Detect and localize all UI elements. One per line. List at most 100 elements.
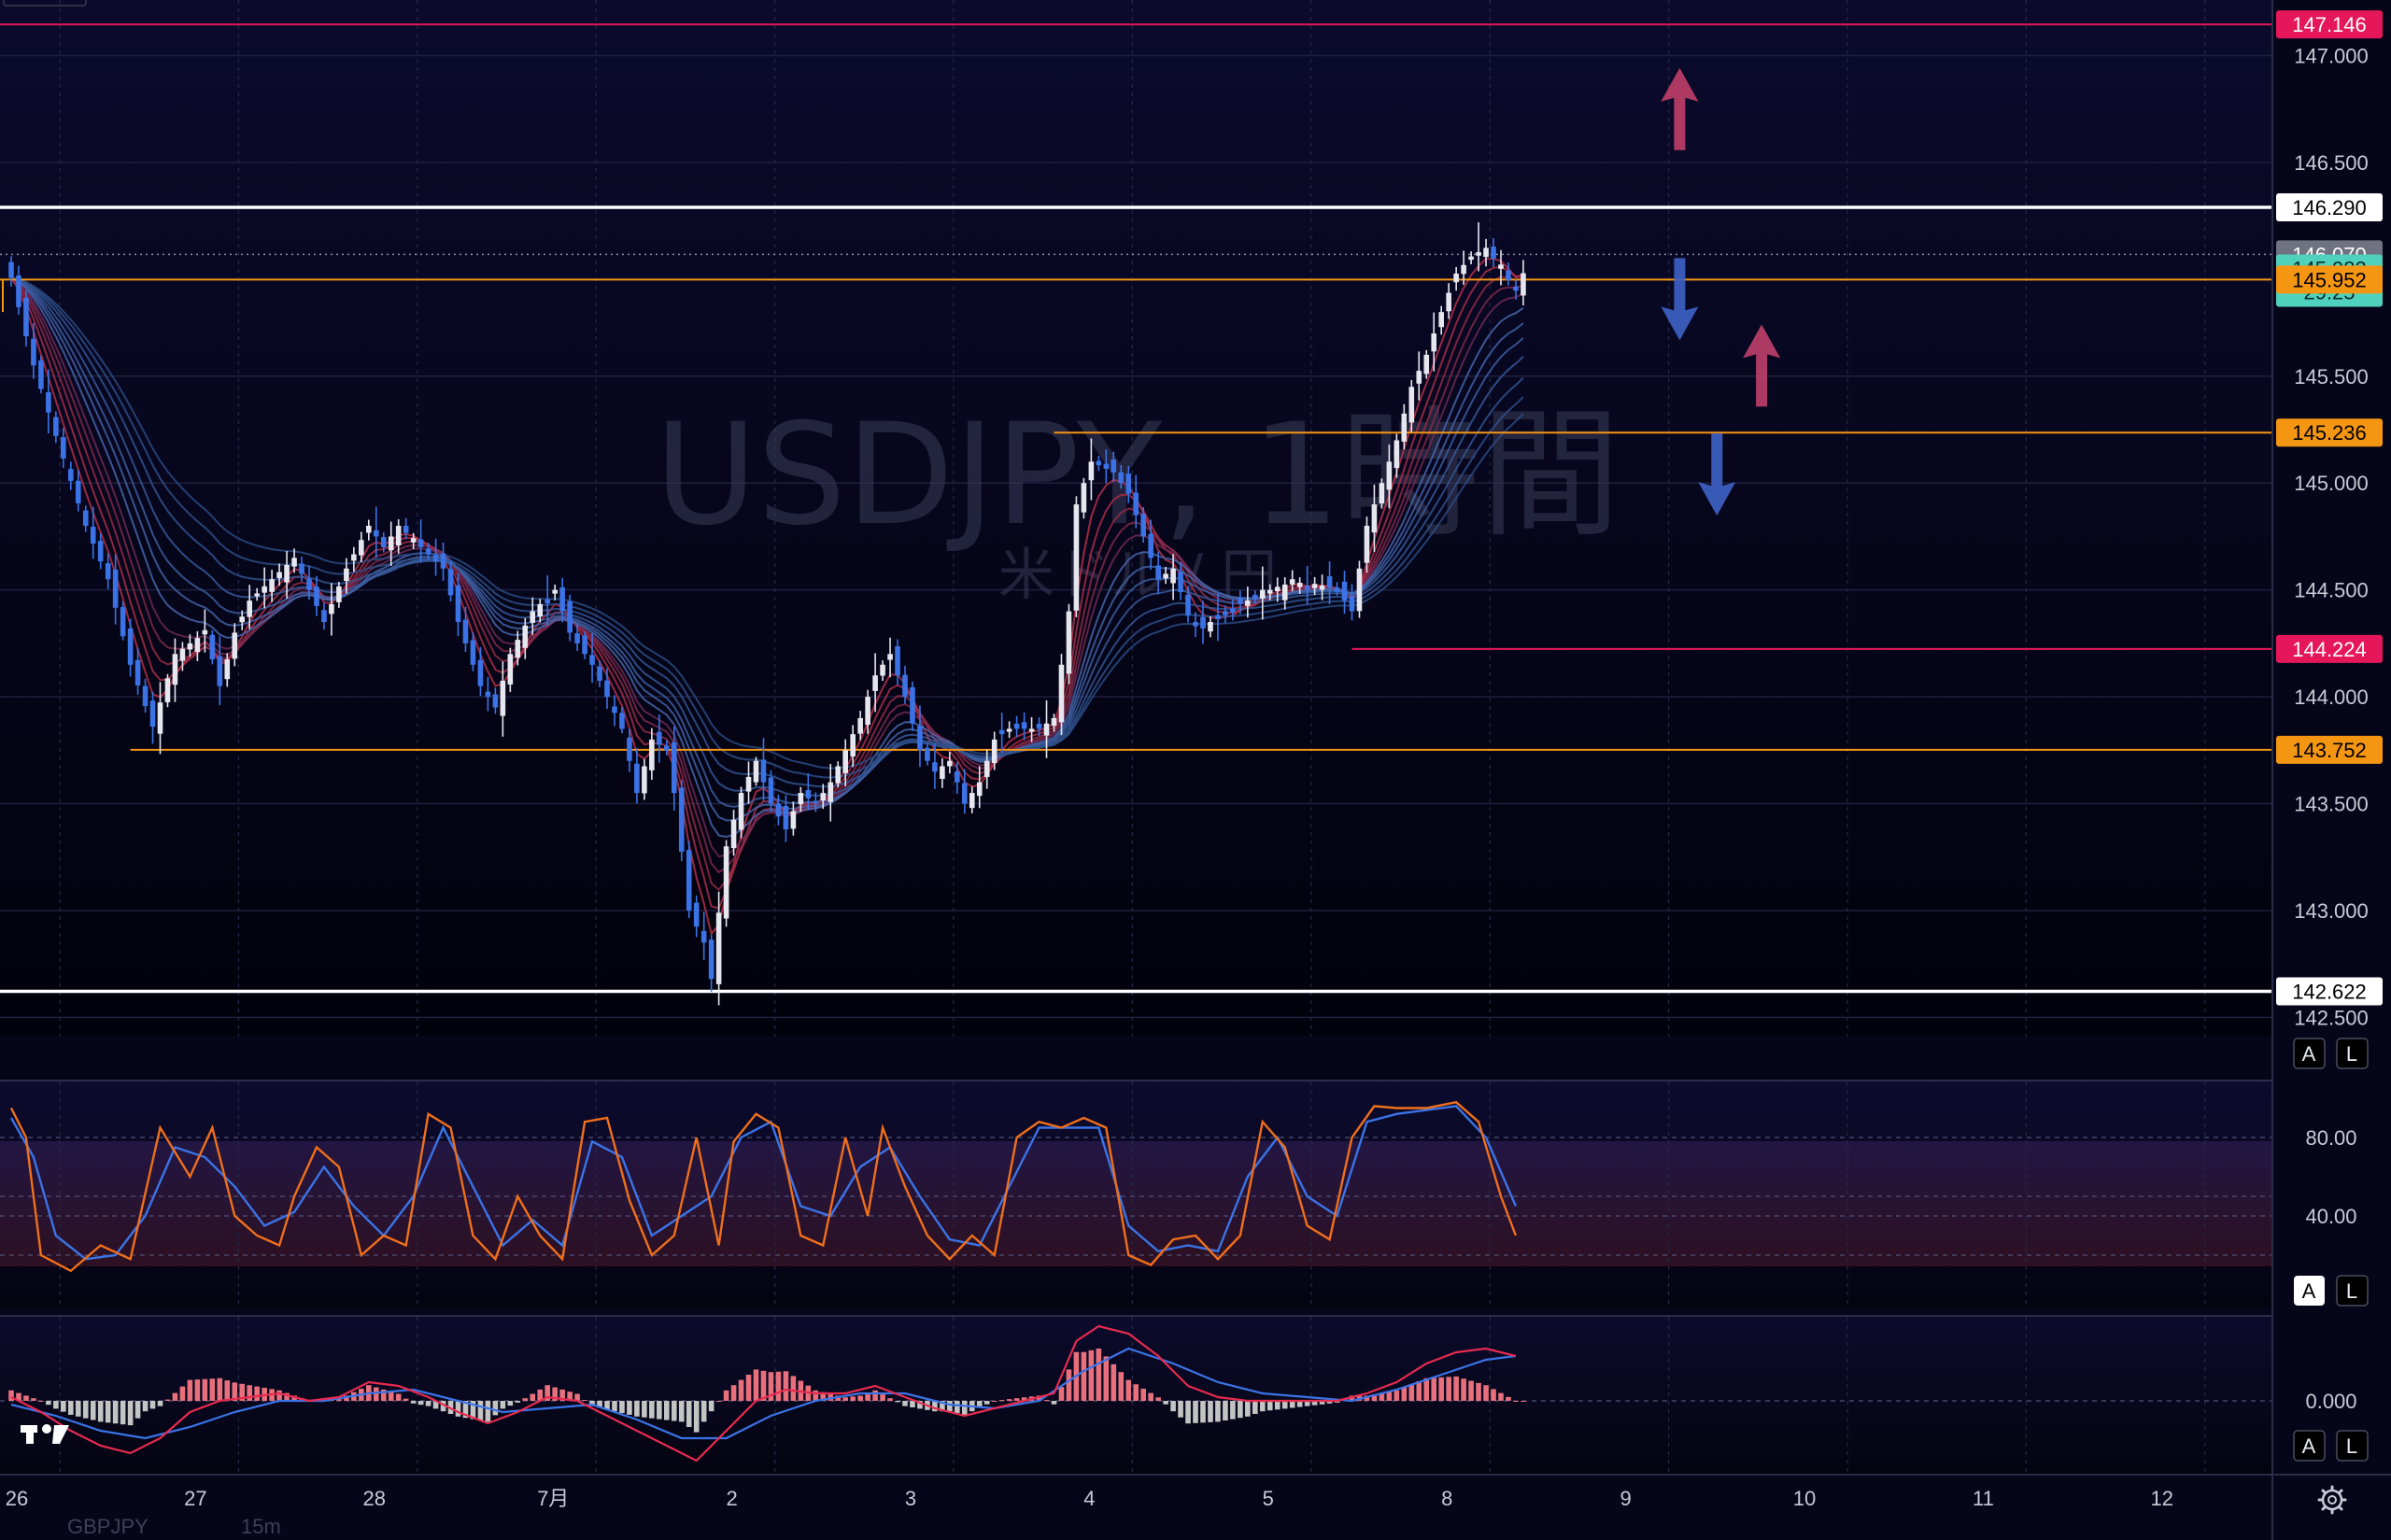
- candle-body[interactable]: [1371, 504, 1378, 533]
- candle-body[interactable]: [910, 687, 915, 724]
- price-a-button[interactable]: A: [2293, 1038, 2326, 1069]
- candle-body[interactable]: [872, 675, 878, 691]
- candle-body[interactable]: [1066, 611, 1072, 674]
- candle-body[interactable]: [865, 697, 870, 726]
- candle-body[interactable]: [515, 640, 521, 658]
- candle-body[interactable]: [1073, 504, 1080, 611]
- candle-body[interactable]: [708, 940, 714, 980]
- price-tag[interactable]: [2276, 418, 2383, 447]
- candle-body[interactable]: [537, 603, 544, 617]
- candle-body[interactable]: [902, 674, 908, 698]
- candle-body[interactable]: [232, 632, 238, 659]
- candle-body[interactable]: [1021, 722, 1027, 729]
- candle-body[interactable]: [38, 360, 44, 389]
- candle-body[interactable]: [262, 586, 267, 593]
- candle-body[interactable]: [1513, 286, 1519, 291]
- candle-body[interactable]: [23, 297, 29, 337]
- candle-body[interactable]: [1266, 589, 1273, 594]
- candle-body[interactable]: [1274, 586, 1280, 591]
- price-tag[interactable]: [2276, 265, 2383, 294]
- arrow-down-icon[interactable]: [1661, 258, 1699, 341]
- candle-body[interactable]: [217, 656, 223, 686]
- candle-body[interactable]: [485, 691, 491, 698]
- candle-body[interactable]: [321, 610, 327, 622]
- candle-body[interactable]: [932, 762, 938, 772]
- candle-body[interactable]: [671, 742, 677, 794]
- candle-body[interactable]: [1185, 594, 1191, 616]
- candle-body[interactable]: [1356, 568, 1363, 612]
- candle-body[interactable]: [194, 638, 201, 653]
- candle-body[interactable]: [373, 530, 379, 537]
- candle-body[interactable]: [1453, 273, 1459, 283]
- candle-body[interactable]: [1013, 723, 1020, 729]
- candle-body[interactable]: [187, 643, 193, 650]
- candle-body[interactable]: [850, 734, 856, 756]
- candle-body[interactable]: [432, 555, 439, 562]
- candle-body[interactable]: [567, 600, 573, 633]
- candle-body[interactable]: [417, 539, 424, 547]
- candle-body[interactable]: [1431, 333, 1437, 352]
- candle-body[interactable]: [693, 902, 700, 927]
- candle-body[interactable]: [700, 930, 707, 943]
- candle-body[interactable]: [1498, 264, 1504, 269]
- candle-body[interactable]: [642, 766, 647, 794]
- candle-body[interactable]: [1096, 460, 1102, 466]
- candle-body[interactable]: [470, 640, 476, 665]
- candle-body[interactable]: [559, 586, 565, 612]
- candle-body[interactable]: [1394, 440, 1400, 469]
- candle-body[interactable]: [366, 526, 372, 533]
- candle-body[interactable]: [179, 648, 186, 661]
- candle-body[interactable]: [790, 811, 797, 829]
- candle-body[interactable]: [1088, 461, 1095, 481]
- candle-body[interactable]: [359, 540, 364, 556]
- candle-body[interactable]: [768, 777, 774, 804]
- candle-body[interactable]: [597, 666, 602, 681]
- horizontal-lines[interactable]: [0, 23, 2271, 994]
- candle-body[interactable]: [1386, 461, 1393, 490]
- candle-body[interactable]: [410, 538, 417, 543]
- candle-body[interactable]: [753, 760, 759, 783]
- candle-body[interactable]: [127, 628, 134, 665]
- candle-body[interactable]: [842, 750, 848, 773]
- candle-body[interactable]: [462, 619, 469, 643]
- candle-body[interactable]: [1423, 354, 1430, 374]
- candle-body[interactable]: [306, 578, 312, 590]
- candle-body[interactable]: [947, 760, 953, 767]
- candle-body[interactable]: [783, 805, 789, 829]
- candle-body[interactable]: [157, 702, 163, 734]
- candle-body[interactable]: [1178, 572, 1183, 592]
- candle-body[interactable]: [530, 611, 536, 623]
- candle-body[interactable]: [61, 437, 66, 459]
- candle-body[interactable]: [75, 480, 81, 503]
- candle-body[interactable]: [1289, 579, 1295, 585]
- candle-body[interactable]: [46, 392, 51, 413]
- candle-body[interactable]: [627, 737, 632, 761]
- candle-body[interactable]: [976, 782, 983, 797]
- candle-body[interactable]: [1006, 728, 1012, 732]
- candle-body[interactable]: [112, 569, 119, 608]
- candle-body[interactable]: [1081, 483, 1087, 513]
- arrow-up-icon[interactable]: [1743, 324, 1781, 407]
- candle-body[interactable]: [351, 554, 357, 561]
- price-axis[interactable]: 147.000 146.500 145.500 145.000 144.500 144.0…: [2294, 45, 2369, 1030]
- candle-body[interactable]: [1446, 292, 1451, 312]
- candle-body[interactable]: [1028, 728, 1035, 732]
- candle-body[interactable]: [1521, 273, 1526, 296]
- candle-body[interactable]: [1401, 413, 1408, 442]
- candle-body[interactable]: [1155, 565, 1161, 580]
- candle-body[interactable]: [1230, 608, 1236, 614]
- candle-body[interactable]: [678, 787, 685, 853]
- candle-body[interactable]: [507, 654, 514, 685]
- candle-body[interactable]: [1468, 256, 1474, 261]
- candle-body[interactable]: [68, 469, 74, 481]
- candle-body[interactable]: [1111, 459, 1117, 473]
- candle-body[interactable]: [925, 747, 930, 761]
- candle-body[interactable]: [857, 717, 863, 734]
- candle-body[interactable]: [619, 713, 625, 729]
- candle-body[interactable]: [224, 659, 231, 680]
- candle-body[interactable]: [998, 729, 1005, 735]
- candle-body[interactable]: [552, 589, 558, 594]
- candle-body[interactable]: [574, 633, 580, 643]
- candle-body[interactable]: [269, 579, 275, 592]
